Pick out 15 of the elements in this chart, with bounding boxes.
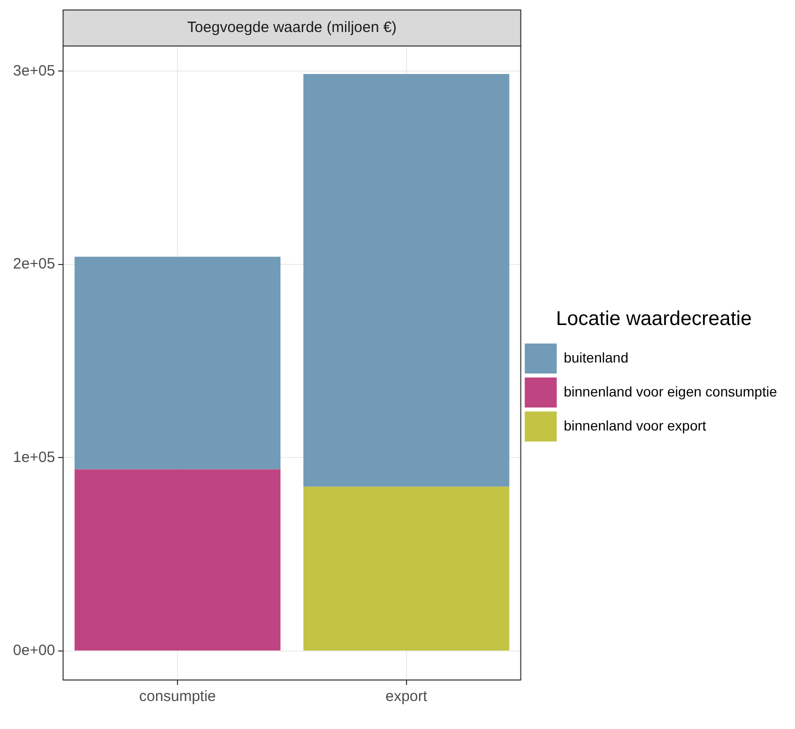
x-tick-label: consumptie [139,688,216,706]
bar [74,469,280,651]
y-tick-label: 3e+05 [12,62,56,80]
legend-label: binnenland voor export [564,417,706,434]
y-tick-label: 2e+05 [12,256,56,273]
y-tick-label: 0e+00 [12,642,56,660]
bar [303,74,510,487]
y-tick-label: 1e+05 [12,448,56,466]
legend-label: binnenland voor eigen consumptie [564,383,778,400]
chart-title: Toegvoegde waarde (miljoen €) [187,19,397,36]
x-tick-label: export [385,688,428,706]
bar [303,486,510,651]
legend-label: buitenland [564,349,628,366]
legend-title: Locatie waardecreatie [556,308,752,330]
bar [74,256,280,470]
